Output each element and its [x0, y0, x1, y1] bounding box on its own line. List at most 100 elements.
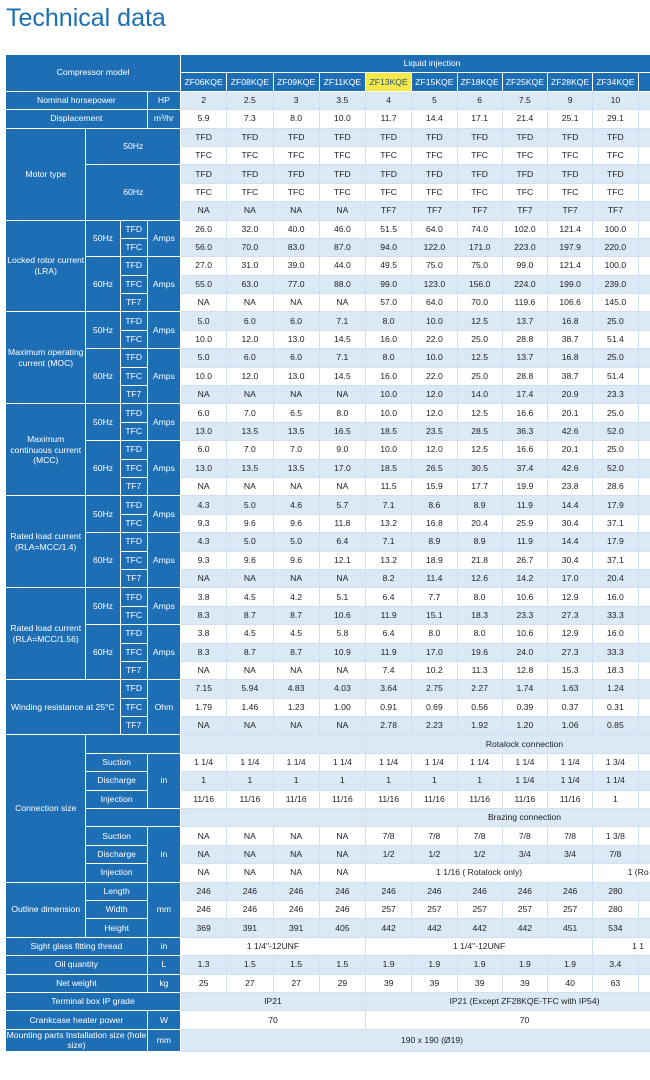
table-cell: TFD: [179, 164, 228, 184]
table-cell: 5.0: [179, 348, 228, 368]
table-cell: TFC: [272, 145, 320, 166]
table-cell: 11.7: [364, 109, 413, 129]
table-row: TFC 1.79 1.46 1.23 1.00 0.91 0.69 0.56 0.39 0.37 0…: [6, 697, 650, 718]
table-cell: 1.5: [318, 955, 367, 975]
table-cell: NA: [226, 568, 274, 589]
table-cell: 17.9: [592, 532, 639, 552]
table-cell: 19.9: [501, 476, 549, 497]
table-cell: 3.4: [592, 955, 639, 975]
table-cell: 38.7: [546, 366, 594, 387]
table-cell: [637, 955, 650, 975]
table-cell: [637, 752, 650, 773]
table-cell: 257: [501, 899, 549, 920]
table-cell: 9.6: [272, 550, 320, 570]
table-cell: 13.2: [364, 550, 413, 570]
table-cell: 25.0: [456, 366, 503, 387]
table-cell: 7.0: [226, 440, 274, 460]
table-cell: 4.5: [226, 587, 274, 607]
row-label: Connection size: [5, 734, 87, 883]
table-cell: [637, 568, 650, 589]
table-cell: 42.6: [546, 458, 594, 478]
row-label: TF7: [119, 476, 148, 497]
row-label: TFD: [119, 495, 148, 515]
table-cell: 7/8: [501, 826, 549, 846]
table-cell: 12.5: [456, 403, 503, 423]
row-label: Sight glass fitting thread: [5, 936, 148, 957]
table-row: TFC 13.0 13.5 13.5 17.0 18.5 26.5 30.5 37.4 42.6 5…: [6, 458, 650, 478]
table-cell: 64.0: [411, 219, 458, 239]
table-cell: 0.39: [501, 697, 549, 718]
table-row: TFC 9.3 9.6 9.6 12.1 13.2 18.9 21.8 26.7 30.4 37.1: [6, 550, 650, 570]
table-cell: NA: [318, 476, 367, 497]
table-cell: TFC: [226, 182, 274, 203]
row-label: TFC: [119, 513, 148, 534]
table-cell: 63: [592, 973, 639, 993]
table-cell: 94.0: [364, 237, 413, 258]
table-cell: 13.0: [272, 329, 320, 350]
table-cell: 4: [364, 90, 413, 111]
table-row: TFC 9.3 9.6 9.6 11.8 13.2 16.8 20.4 25.9 30.4 37.1: [6, 513, 650, 534]
table-cell: 1: [364, 771, 413, 791]
table-cell: 9.6: [226, 550, 274, 570]
model-name: ZF18KQE: [456, 72, 503, 92]
table-cell: 25: [179, 973, 228, 993]
table-cell: 7/8: [546, 826, 594, 846]
table-cell: 11.9: [501, 532, 549, 552]
table-cell: 10.0: [318, 109, 367, 129]
table-cell: TFC: [272, 182, 320, 203]
table-cell: 7.0: [226, 403, 274, 423]
table-cell: TFC: [411, 182, 458, 203]
header-row-1: Compressor model Liquid injection: [5, 54, 650, 92]
table-cell: 10.6: [501, 587, 549, 607]
table-row: Width 246 246 246 246 257 257 257 257 257 280: [6, 899, 650, 920]
table-cell: 442: [411, 918, 458, 938]
table-cell: 1 1/16 ( Rotalock only): [364, 863, 594, 883]
table-cell: 18.3: [592, 660, 639, 681]
table-cell: 13.0: [179, 421, 228, 442]
table-cell: 220.0: [592, 237, 639, 258]
table-cell: 25.0: [592, 311, 639, 331]
table-cell: 15.9: [411, 476, 458, 497]
table-cell: 6.0: [179, 403, 228, 423]
table-cell: 6.0: [226, 311, 274, 331]
table-cell: [637, 826, 650, 846]
table-cell: NA: [272, 476, 320, 497]
row-label: 60Hz: [85, 532, 121, 589]
row-label: 60Hz: [85, 256, 121, 313]
table-cell: [637, 679, 650, 699]
table-cell: 12.5: [456, 348, 503, 368]
row-label: TFC: [119, 237, 148, 258]
table-row: Sight glass fitting thread in 1 1/4"-12UNF…: [5, 936, 650, 957]
table-cell: 1.00: [318, 697, 367, 718]
table-cell: 39.0: [272, 256, 320, 276]
table-cell: 7/8: [592, 844, 639, 865]
table-cell: 5.9: [179, 109, 228, 129]
table-cell: NA: [272, 863, 320, 883]
table-cell: TFC: [318, 182, 367, 203]
table-cell: 1 1: [592, 936, 650, 957]
table-cell: 27.3: [546, 605, 594, 626]
table-cell: 1.9: [364, 955, 413, 975]
table-cell: TFC: [456, 145, 503, 166]
table-cell: 9.0: [318, 440, 367, 460]
table-row: TFC 10.0 12.0 13.0 14.5 16.0 22.0 25.0 28.8 38.7 5…: [6, 366, 650, 387]
table-cell: [637, 127, 650, 147]
table-cell: NA: [272, 826, 320, 846]
table-cell: [637, 440, 650, 460]
table-row: TFC 55.0 63.0 77.0 88.0 99.0 123.0 156.0 224.0 19…: [6, 274, 650, 295]
table-cell: 25.0: [592, 348, 639, 368]
table-cell: 0.31: [592, 697, 639, 718]
table-cell: 12.0: [411, 385, 458, 405]
table-cell: 29: [318, 973, 367, 993]
table-cell: TF7: [364, 201, 413, 221]
table-cell: 2: [179, 90, 228, 111]
row-label: Length: [85, 881, 148, 901]
table-cell: [637, 605, 650, 626]
table-cell: 8.0: [456, 587, 503, 607]
row-label: TF7: [119, 385, 148, 405]
table-cell: 257: [411, 899, 458, 920]
table-cell: 16.0: [364, 329, 413, 350]
row-label: Amps: [146, 440, 182, 497]
table-cell: 1.63: [546, 679, 594, 699]
table-cell: 12.6: [456, 568, 503, 589]
